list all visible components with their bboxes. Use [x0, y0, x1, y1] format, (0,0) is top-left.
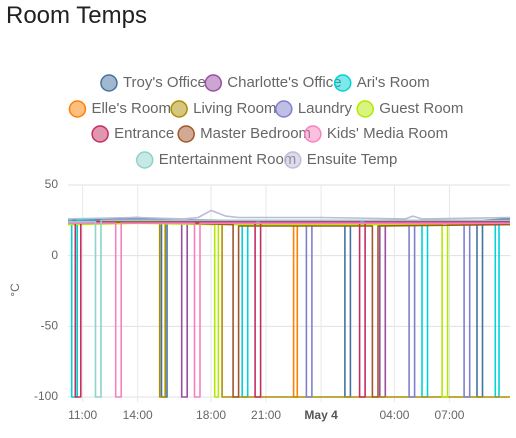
series-line	[68, 220, 510, 398]
legend-swatch	[100, 74, 118, 92]
series-line	[68, 218, 511, 398]
legend-label: Troy's Office	[123, 74, 206, 91]
series-line	[68, 222, 510, 398]
legend-label: Charlotte's Office	[227, 74, 341, 91]
legend-swatch	[91, 125, 109, 143]
series-line	[68, 209, 511, 220]
legend-swatch	[204, 74, 223, 92]
series-line	[68, 219, 510, 398]
legend-swatch	[170, 100, 188, 118]
x-tick-label: May 4	[304, 408, 338, 422]
legend-label: Master Bedroom	[200, 125, 311, 142]
chart-title: Room Temps	[6, 2, 147, 29]
legend-label: Ari's Room	[357, 74, 430, 91]
series-line	[68, 220, 510, 398]
legend-swatch	[275, 100, 293, 118]
x-tick-label: 04:00	[379, 408, 409, 422]
series-line	[68, 220, 511, 398]
series-line	[68, 218, 511, 398]
legend-label: Elle's Room	[91, 100, 171, 117]
legend-swatch	[304, 125, 322, 143]
legend-swatch	[177, 125, 195, 143]
legend-label: Living Room	[193, 100, 276, 117]
series-line	[68, 222, 510, 398]
legend-swatch	[68, 100, 87, 118]
legend-label: Entrance	[114, 125, 174, 142]
y-tick-label: -100	[34, 389, 58, 403]
y-axis-label: °C	[8, 283, 22, 297]
legend-label: Entertainment Room	[159, 151, 297, 168]
x-tick-label: 14:00	[123, 408, 153, 422]
x-tick-label: 18:00	[196, 408, 226, 422]
legend-swatch	[135, 151, 154, 169]
x-tick-label: 07:00	[434, 408, 464, 422]
legend-label: Ensuite Temp	[307, 151, 398, 168]
legend-swatch	[356, 100, 374, 118]
x-tick-label: 21:00	[251, 408, 281, 422]
legend-label: Laundry	[298, 100, 353, 117]
legend-label: Kids' Media Room	[327, 125, 448, 142]
x-tick-label: 11:00	[68, 408, 97, 422]
plot-area	[68, 209, 511, 398]
legend-swatch	[284, 151, 302, 169]
y-tick-label: 0	[51, 248, 58, 262]
y-tick-label: -50	[41, 319, 59, 333]
series-line	[68, 219, 510, 398]
legend-swatch	[333, 74, 352, 92]
series-line	[68, 216, 511, 398]
legend-label: Guest Room	[379, 100, 463, 117]
series-line	[68, 219, 510, 398]
y-tick-label: 50	[45, 177, 59, 191]
